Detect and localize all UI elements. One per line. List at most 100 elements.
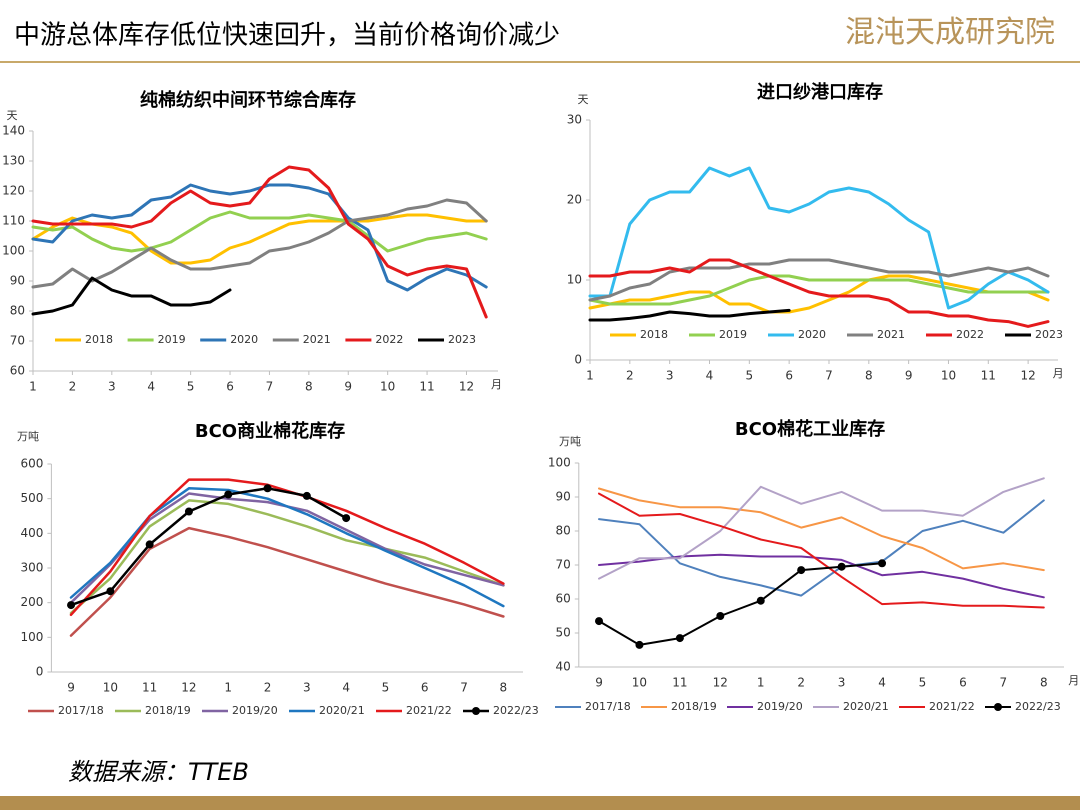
point [224,490,233,499]
y-axis-unit: 万吨 [17,430,39,443]
x-tick-label: 4 [342,681,350,695]
x-tick-label: 7 [266,380,274,394]
series-line [31,213,488,265]
series-line [69,526,505,637]
series-line [588,274,1050,314]
legend-label: 2021/22 [929,700,975,713]
series-line [69,492,505,604]
legend-label: 2018/19 [145,704,191,717]
y-tick-label: 10 [567,273,582,287]
x-tick-label: 8 [500,681,508,695]
x-tick-label: 12 [1020,369,1035,383]
series-line [598,553,1045,599]
y-axis-unit: 万吨 [559,435,581,448]
y-tick-label: 600 [20,457,43,471]
x-tick-label: 1 [757,676,765,690]
series-line [31,210,488,253]
x-axis-label: 月 [491,378,502,391]
point [756,596,765,605]
legend-label: 2022/23 [1015,700,1061,713]
logo: 混沌天成研究院 [845,15,1055,50]
header-rule [0,61,1080,63]
x-tick-label: 5 [919,676,927,690]
y-tick-label: 500 [20,491,43,505]
series-line [588,166,1050,310]
legend-label: 2023 [1035,328,1063,341]
series-line [31,198,488,289]
point [67,601,76,610]
legend-label: 2023 [448,333,476,346]
legend-label: 2020 [798,328,826,341]
x-tick-label: 2 [69,380,77,394]
y-tick-label: 90 [556,490,571,504]
x-tick-label: 8 [1040,676,1048,690]
point [302,491,311,500]
source-note: 数据来源：TTEB [68,758,249,786]
x-tick-label: 5 [745,369,753,383]
legend-label: 2022/23 [493,704,539,717]
series-line [31,276,232,316]
x-tick-label: 8 [305,380,313,394]
point [342,514,351,523]
legend-label: 2019 [719,328,747,341]
point [878,559,887,568]
point [184,507,193,516]
chart-title: 进口纱港口库存 [757,81,883,103]
legend-marker [472,707,480,715]
legend-label: 2018 [85,333,113,346]
x-tick-label: 7 [825,369,833,383]
series-line [588,258,1050,302]
y-tick-label: 30 [567,113,582,127]
x-tick-label: 1 [224,681,232,695]
x-tick-label: 7 [1000,676,1008,690]
series-line [31,183,488,292]
x-tick-label: 6 [421,681,429,695]
x-tick-label: 6 [785,369,793,383]
point [106,587,115,596]
legend-label: 2019/20 [232,704,278,717]
point [595,617,604,626]
x-tick-label: 7 [460,681,468,695]
y-tick-label: 130 [2,154,25,168]
y-tick-label: 20 [567,193,582,207]
x-tick-label: 12 [713,676,728,690]
legend-label: 2020/21 [319,704,365,717]
legend-label: 2022 [956,328,984,341]
x-tick-label: 9 [595,676,603,690]
y-tick-label: 0 [574,353,582,367]
x-tick-label: 10 [380,380,395,394]
x-tick-label: 2 [264,681,272,695]
y-tick-label: 400 [20,526,43,540]
y-tick-label: 140 [2,124,25,138]
x-tick-label: 9 [67,681,75,695]
point [263,484,272,493]
y-tick-label: 90 [10,274,25,288]
series-line [598,492,1045,609]
series-line [588,274,1050,306]
series-line [588,258,1050,328]
y-tick-label: 100 [2,244,25,258]
legend-label: 2018/19 [671,700,717,713]
x-tick-label: 3 [666,369,674,383]
y-axis-unit: 天 [578,93,589,106]
x-tick-label: 11 [672,676,687,690]
y-tick-label: 100 [20,630,43,644]
x-tick-label: 4 [878,676,886,690]
y-tick-label: 60 [10,364,25,378]
x-tick-label: 1 [29,380,37,394]
point [837,562,846,571]
y-tick-label: 60 [556,592,571,606]
x-axis-label: 月 [1053,367,1064,380]
y-tick-label: 80 [556,524,571,538]
y-tick-label: 70 [556,558,571,572]
point [675,634,684,643]
series-line [69,487,505,608]
y-axis-unit: 天 [7,109,18,122]
x-tick-label: 4 [147,380,155,394]
point [716,612,725,620]
y-tick-label: 300 [20,561,43,575]
y-tick-label: 80 [10,304,25,318]
x-axis-label: 月 [1068,674,1079,687]
legend-label: 2017/18 [58,704,104,717]
